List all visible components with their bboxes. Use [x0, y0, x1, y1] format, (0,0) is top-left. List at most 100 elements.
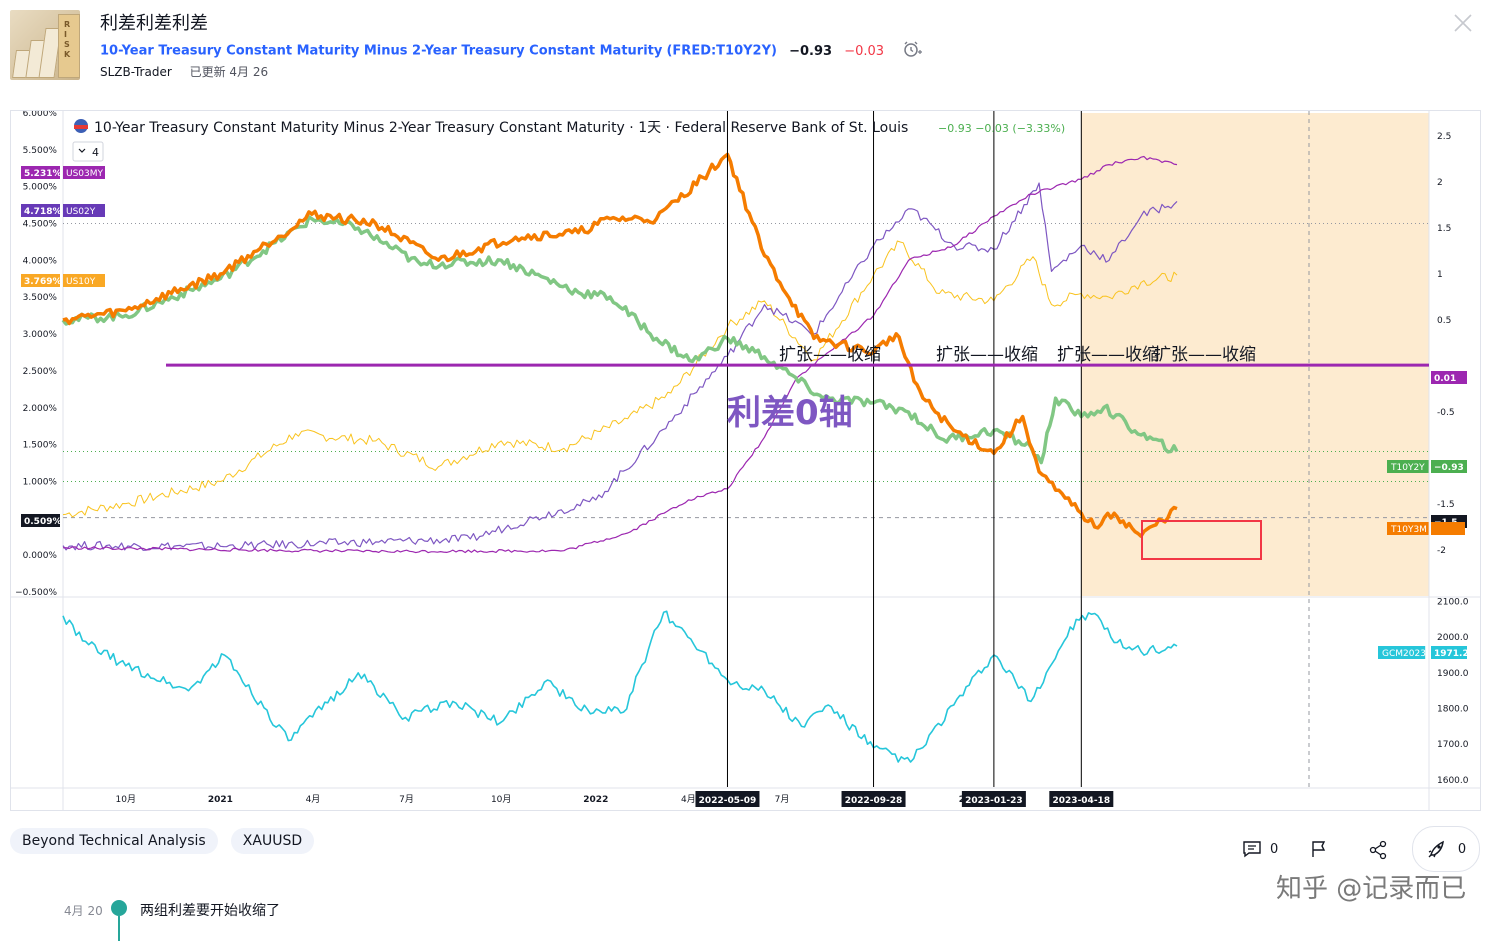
- x-axis-tick: 7月: [399, 794, 414, 805]
- left-price-label-bg: [21, 514, 60, 527]
- right-series-label: T10Y2Y: [1390, 463, 1425, 473]
- flag-icon[interactable]: [1310, 840, 1328, 862]
- chart-frame[interactable]: 6.000% 5.500% 5.000% 4.500% 4.000% 3.500% 3.00…: [10, 109, 1481, 811]
- timeline-update-text: 两组利差要开始收缩了: [140, 903, 280, 919]
- updated-date: 已更新 4月 26: [189, 65, 269, 79]
- indicator-count: 4: [92, 146, 99, 159]
- chart-canvas[interactable]: 6.000% 5.500% 5.000% 4.500% 4.000% 3.500% 3.00…: [11, 109, 1480, 810]
- left-price-label-bg: [21, 274, 60, 287]
- x-axis-tick: 10月: [116, 794, 136, 805]
- x-axis-tick: 7月: [775, 794, 790, 805]
- right-axis-tick: 1: [1437, 270, 1443, 280]
- expansion-contraction-annotation: 扩张——收缩: [1057, 345, 1159, 365]
- author-line: SLZB-Trader 已更新 4月 26: [100, 63, 268, 80]
- author-name[interactable]: SLZB-Trader: [100, 65, 172, 79]
- spread-zero-axis-annotation: 利差0轴: [727, 393, 853, 433]
- timeline-dot: [111, 900, 127, 916]
- lower-axis-tick: 2100.0: [1437, 598, 1469, 608]
- x-axis-tick: 2021: [208, 795, 233, 805]
- boost-count: 0: [1457, 841, 1467, 857]
- last-value: −0.93: [789, 43, 833, 59]
- left-axis-tick: 4.000%: [23, 256, 58, 266]
- left-price-label-bg: [21, 166, 60, 179]
- timeline-date: 4月 20: [64, 904, 103, 918]
- lower-axis-tick: 2000.0: [1437, 633, 1469, 643]
- marker-date-label: 2023-04-18: [1053, 796, 1111, 806]
- right-price-label: 0.01: [1434, 374, 1456, 384]
- legend-title: 10-Year Treasury Constant Maturity Minus…: [94, 120, 908, 136]
- right-axis-tick: 0.5: [1437, 316, 1451, 326]
- close-icon[interactable]: [1452, 12, 1474, 34]
- series-line-us10y: [62, 240, 1178, 518]
- left-price-label: 5.231%: [24, 169, 62, 179]
- symbol-line: 10-Year Treasury Constant Maturity Minus…: [100, 40, 923, 62]
- chevron-down-icon: [78, 148, 86, 153]
- idea-title: 利差利差利差: [100, 13, 208, 34]
- right-series-label-bg: [1378, 646, 1426, 659]
- expansion-contraction-annotation: 扩张——收缩: [936, 345, 1038, 365]
- lower-axis-tick: 1900.0: [1437, 669, 1469, 679]
- share-icon[interactable]: [1368, 840, 1388, 864]
- legend-values: −0.93 −0.03 (−3.33%): [938, 122, 1065, 135]
- tag-beyond-technical-analysis[interactable]: Beyond Technical Analysis: [10, 828, 218, 854]
- us-flag-stripe: [74, 125, 88, 129]
- symbol-code-link[interactable]: (FRED:T10Y2Y): [666, 43, 777, 59]
- left-price-label: 4.718%: [24, 207, 62, 217]
- boost-button[interactable]: 0: [1412, 826, 1480, 872]
- x-axis-tick: 2022: [583, 795, 608, 805]
- lower-axis-tick: 1800.0: [1437, 705, 1469, 715]
- expansion-contraction-annotation: 扩张——收缩: [1154, 345, 1256, 365]
- marker-date-label: 2022-05-09: [699, 796, 757, 806]
- x-axis-tick: 4月: [681, 794, 696, 805]
- left-price-label-bg: [21, 204, 60, 217]
- left-axis-tick: 5.500%: [23, 146, 58, 156]
- left-series-label: US02Y: [66, 207, 96, 217]
- marker-date-bg: [695, 791, 760, 807]
- right-axis-tick: -0.5: [1437, 408, 1455, 418]
- series-line-us02y: [62, 182, 1178, 551]
- alarm-clock-icon[interactable]: [902, 40, 923, 62]
- marker-date-bg: [841, 791, 906, 807]
- right-price-label: −0.93: [1434, 463, 1464, 473]
- idea-thumbnail[interactable]: RISK: [10, 10, 80, 80]
- left-price-label: 0.509%: [24, 517, 62, 527]
- tag-xauusd[interactable]: XAUUSD: [230, 828, 315, 854]
- series-line-gcm2023: [62, 610, 1178, 763]
- indicator-toggle: [72, 141, 104, 162]
- marker-date-label: 2022-09-28: [845, 796, 903, 806]
- left-axis-tick: 0.000%: [23, 551, 58, 561]
- left-axis-tick: 6.000%: [23, 111, 58, 119]
- right-price-label-bg: [1431, 522, 1465, 535]
- lower-axis-tick: 1700.0: [1437, 740, 1469, 750]
- right-price-label-bg: [1431, 371, 1467, 384]
- tag-list: Beyond Technical Analysis XAUUSD: [10, 828, 322, 854]
- left-axis-tick: 1.500%: [23, 441, 58, 451]
- comments-button[interactable]: 0: [1242, 840, 1278, 858]
- series-line-t10y2y: [61, 215, 1179, 465]
- right-axis-tick: 2.5: [1437, 132, 1451, 142]
- left-series-label-bg: [63, 274, 105, 287]
- marker-date-bg: [961, 791, 1026, 807]
- lower-axis-tick: 1600.0: [1437, 776, 1469, 786]
- left-price-label: 3.769%: [24, 277, 62, 287]
- timeline-line: [118, 916, 120, 941]
- right-price-label-bg: [1431, 460, 1467, 473]
- left-axis-tick: 4.500%: [23, 220, 58, 230]
- marker-date-label: 2023-01-23: [965, 796, 1023, 806]
- rocket-icon: [1428, 840, 1444, 858]
- left-axis-tick: 2.000%: [23, 404, 58, 414]
- left-series-label: US10Y: [66, 277, 96, 287]
- marker-date-bg: [1049, 791, 1114, 807]
- right-axis-tick: 1.5: [1437, 224, 1451, 234]
- watermark-text: 知乎 @记录而已: [1276, 874, 1467, 904]
- series-line-t10y3m: [62, 152, 1178, 538]
- left-axis-tick: 3.000%: [23, 330, 58, 340]
- right-axis-tick: -1.5: [1437, 500, 1455, 510]
- x-axis-tick: 10月: [491, 794, 511, 805]
- right-series-label: GCM2023: [1382, 649, 1426, 659]
- symbol-name-link[interactable]: 10-Year Treasury Constant Maturity Minus…: [100, 43, 663, 59]
- highlight-region: [1081, 113, 1429, 596]
- right-series-label-bg: [1387, 522, 1429, 535]
- x-axis-tick: 4月: [306, 794, 321, 805]
- right-axis-tick: 2: [1437, 178, 1443, 188]
